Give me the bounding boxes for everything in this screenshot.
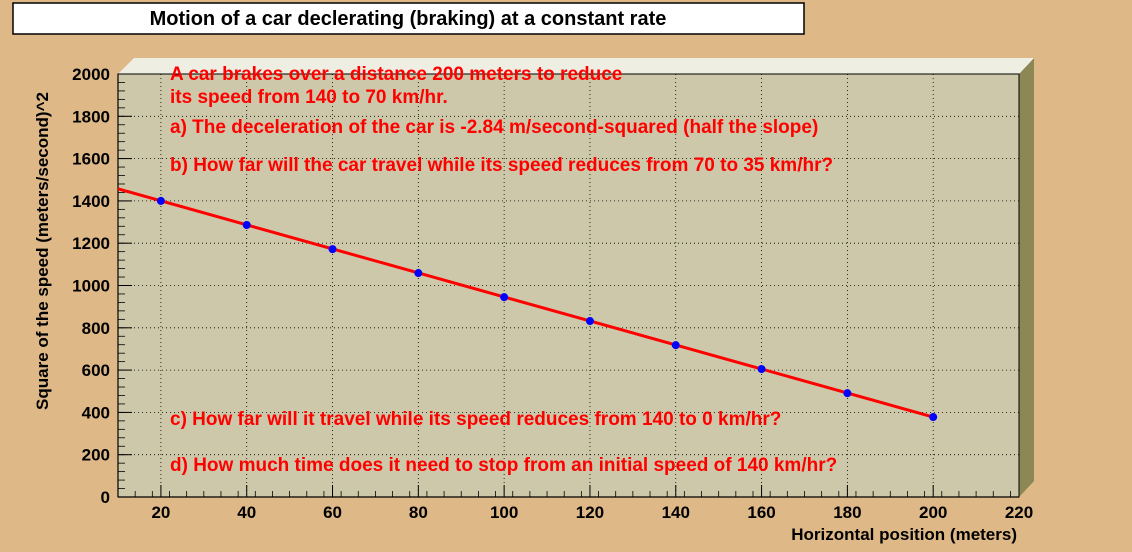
axes <box>117 73 1020 498</box>
data-point <box>328 245 337 254</box>
x-axis-title: Horizontal position (meters) <box>791 525 1017 544</box>
y-tick-label: 1000 <box>72 277 110 296</box>
y-tick-label: 400 <box>82 403 110 422</box>
x-tick-label: 60 <box>323 503 342 522</box>
x-tick-label: 160 <box>747 503 775 522</box>
grid <box>118 73 1020 498</box>
y-tick-label: 1200 <box>72 234 110 253</box>
data-point <box>156 196 165 205</box>
data-point <box>671 341 680 350</box>
x-tick-label: 100 <box>490 503 518 522</box>
data-point <box>843 389 852 398</box>
x-tick-label: 180 <box>833 503 861 522</box>
plot-area <box>117 73 1020 498</box>
x-tick-label: 80 <box>409 503 428 522</box>
y-tick-label: 1800 <box>72 107 110 126</box>
y-tick-label: 1400 <box>72 192 110 211</box>
y-tick-label: 600 <box>82 361 110 380</box>
data-point <box>500 293 509 302</box>
data-point <box>414 269 423 278</box>
x-tick-label: 20 <box>151 503 170 522</box>
frame-top <box>118 58 1034 74</box>
frame-side <box>1019 58 1034 497</box>
x-tick-label: 140 <box>662 503 690 522</box>
annotation-intro-line1: A car brakes over a distance 200 meters … <box>170 64 622 85</box>
annotation-b: b) How far will the car travel while its… <box>170 155 833 176</box>
y-tick-labels: 0 200 400 600 800 1000 1200 1400 1600 1800 2000 <box>72 65 110 507</box>
fit-line <box>117 187 934 419</box>
data-points <box>156 196 938 422</box>
annotation-a: a) The deceleration of the car is -2.84 … <box>170 117 818 138</box>
annotation-intro-line2: its speed from 140 to 70 km/hr. <box>170 87 448 108</box>
x-tick-label: 120 <box>576 503 604 522</box>
y-tick-label: 0 <box>101 488 110 507</box>
data-point <box>585 317 594 326</box>
x-tick-label: 40 <box>237 503 256 522</box>
y-tick-label: 2000 <box>72 65 110 84</box>
x-tick-labels: 20 40 60 80 100 120 140 160 180 200 220 <box>151 503 1033 522</box>
chart-title: Motion of a car declerating (braking) at… <box>150 8 667 30</box>
y-tick-label: 1600 <box>72 150 110 169</box>
annotation-c: c) How far will it travel while its spee… <box>170 409 781 430</box>
x-tick-label: 220 <box>1005 503 1033 522</box>
annotation-d: d) How much time does it need to stop fr… <box>170 455 837 476</box>
y-axis-title: Square of the speed (meters/second)^2 <box>33 92 52 410</box>
y-tick-label: 800 <box>82 319 110 338</box>
data-point <box>929 413 938 422</box>
title-box <box>12 2 805 35</box>
data-point <box>757 365 766 374</box>
x-tick-label: 200 <box>919 503 947 522</box>
data-point <box>242 221 251 230</box>
y-tick-label: 200 <box>82 446 110 465</box>
